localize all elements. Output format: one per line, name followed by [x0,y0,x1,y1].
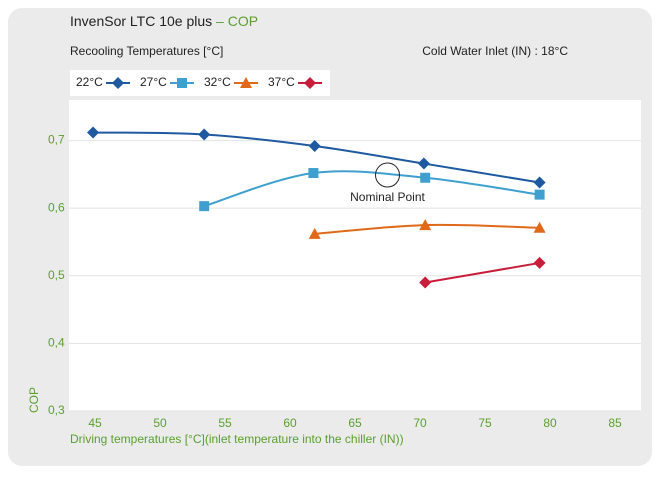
marker [198,128,211,141]
marker [533,176,546,189]
marker [420,172,431,183]
marker [419,276,432,289]
title-highlight: – COP [216,13,258,29]
x-tick-label: 70 [413,416,427,430]
title-main: InvenSor LTC 10e plus [70,13,212,29]
legend-marker [304,77,316,89]
x-tick-label: 85 [608,416,622,430]
subtitle: Recooling Temperatures [°C] [70,44,223,58]
y-tick-label: 0,4 [48,336,65,350]
legend-label: 37°C [268,75,295,89]
legend-label: 27°C [140,75,167,89]
legend-label: 32°C [204,75,231,89]
marker [87,126,100,139]
x-tick-label: 75 [478,416,492,430]
x-tick-label: 80 [543,416,557,430]
x-tick-label: 60 [283,416,297,430]
marker [419,219,432,231]
x-tick-label: 45 [88,416,102,430]
annotation-circle [375,162,400,188]
legend-marker [112,77,124,89]
series-line [425,261,540,284]
marker [533,256,546,269]
legend-marker [240,77,252,88]
marker [417,157,430,170]
marker [199,201,210,212]
series-line [203,170,540,208]
x-tick-label: 55 [218,416,232,430]
y-tick-label: 0,6 [48,200,65,214]
y-axis-label: COP [27,387,41,413]
annotation-text: Nominal Point [350,190,425,204]
marker [533,221,546,233]
y-tick-label: 0,3 [48,403,65,417]
x-axis-label: Driving temperatures [°C](inlet temperat… [70,432,404,446]
marker [308,227,321,239]
marker [308,139,321,152]
y-tick-label: 0,7 [48,133,65,147]
legend-label: 22°C [76,75,103,89]
x-tick-label: 50 [153,416,167,430]
x-tick-label: 65 [348,416,362,430]
note: Cold Water Inlet (IN) : 18°C [422,44,568,58]
legend-marker [177,78,187,88]
marker [308,168,319,179]
plot-area [69,100,641,411]
marker [534,189,545,200]
chart-title: InvenSor LTC 10e plus – COP [70,13,258,29]
y-tick-label: 0,5 [48,268,65,282]
